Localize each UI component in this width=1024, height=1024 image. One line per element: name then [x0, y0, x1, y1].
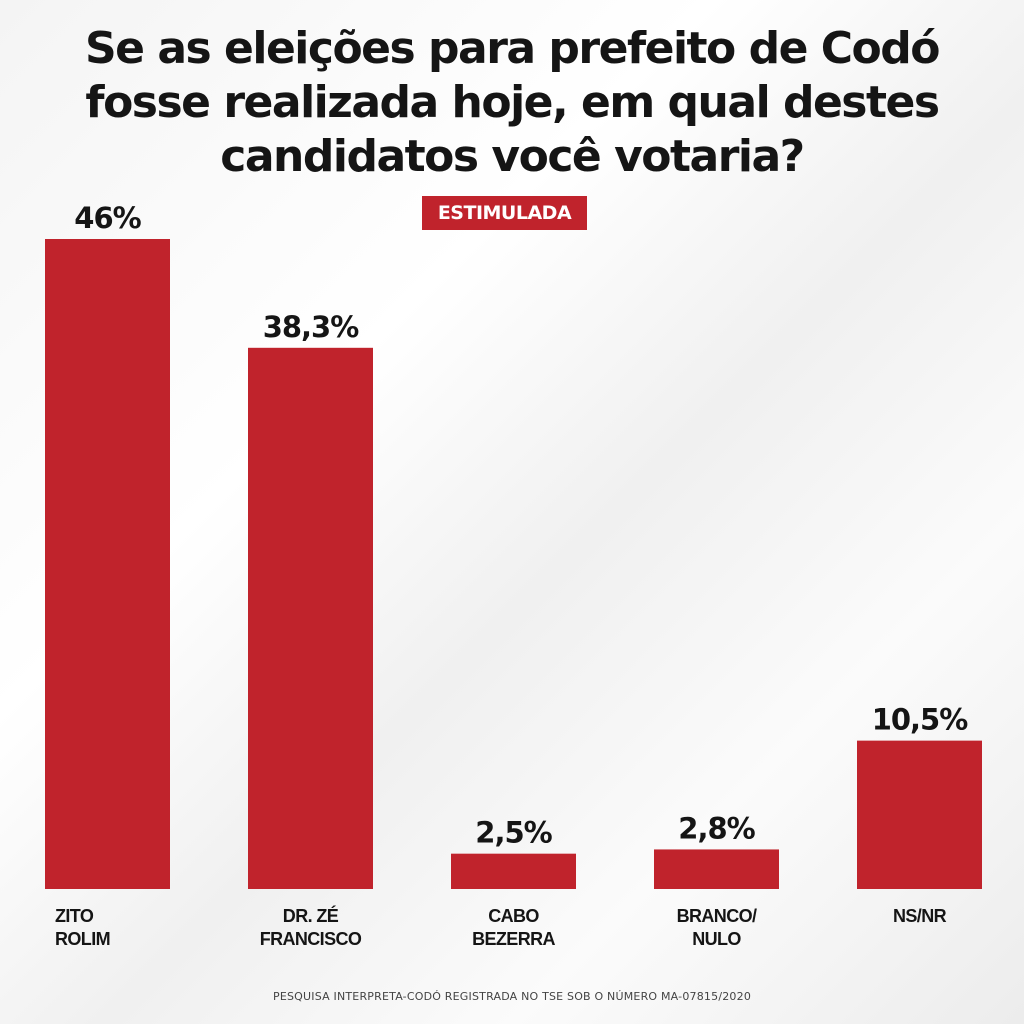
bar — [857, 740, 982, 889]
category-label: ROLIM — [55, 929, 110, 949]
value-label: 2,8% — [678, 811, 755, 845]
chart-title-line: Se as eleições para prefeito de Codó — [84, 23, 941, 74]
category-label: FRANCISCO — [260, 929, 362, 949]
value-label: 10,5% — [872, 703, 969, 737]
chart-title: Se as eleições para prefeito de Codó fos… — [20, 22, 1004, 184]
chart-title-line: fosse realizada hoje, em qual destes — [85, 77, 940, 128]
category-label: CABO — [488, 906, 539, 926]
chart-title-line: candidatos você votaria? — [220, 131, 805, 182]
bar — [654, 849, 779, 889]
subtitle-badge: ESTIMULADA — [422, 196, 587, 230]
footer-note: PESQUISA INTERPRETA-CODÓ REGISTRADA NO T… — [272, 990, 752, 1003]
value-label: 46% — [74, 201, 141, 235]
category-label: ZITO — [55, 906, 94, 926]
value-label: 38,3% — [263, 310, 360, 344]
bar — [45, 239, 170, 889]
category-label: DR. ZÉ — [283, 905, 339, 926]
category-label: BEZERRA — [472, 929, 555, 949]
bar — [248, 347, 373, 890]
value-label: 2,5% — [475, 816, 552, 850]
category-label: NS/NR — [893, 906, 947, 926]
category-label: NULO — [692, 929, 741, 949]
category-label: BRANCO/ — [677, 906, 757, 926]
bar — [451, 853, 576, 889]
